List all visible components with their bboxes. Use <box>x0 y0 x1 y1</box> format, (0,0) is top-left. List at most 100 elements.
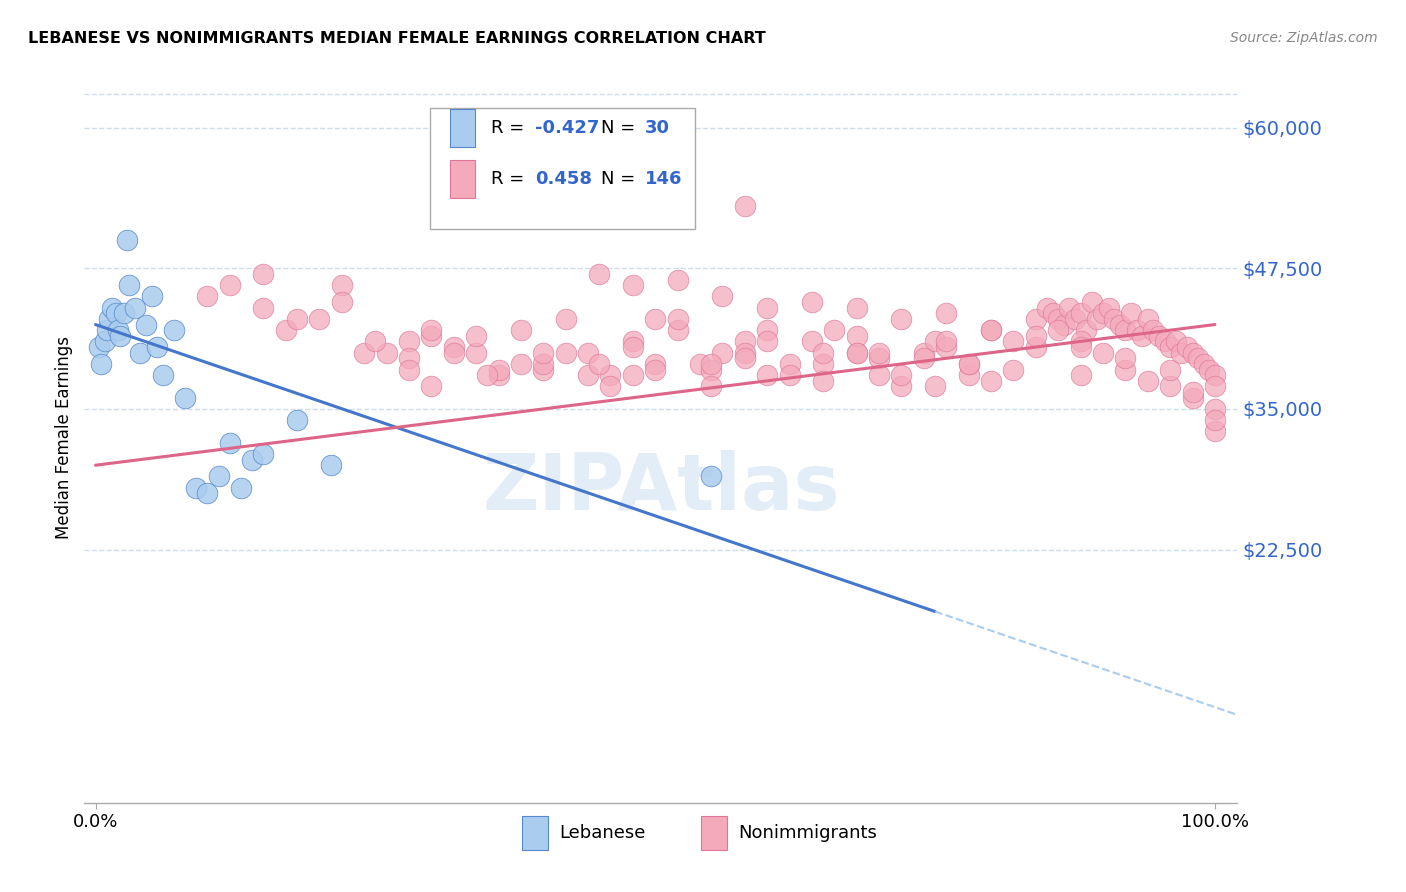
Point <box>135 318 157 332</box>
Point <box>509 323 531 337</box>
Point <box>353 345 375 359</box>
Point <box>240 452 263 467</box>
Point <box>1053 318 1076 332</box>
Point <box>1085 312 1108 326</box>
Point <box>197 289 219 303</box>
Point <box>1042 306 1064 320</box>
Point <box>488 368 510 383</box>
Point <box>186 481 208 495</box>
Point <box>1164 334 1187 349</box>
Point <box>420 328 443 343</box>
Point <box>1198 362 1220 376</box>
Point <box>957 368 980 383</box>
Point <box>779 368 801 383</box>
Point <box>890 312 912 326</box>
Point <box>700 379 723 393</box>
Point <box>1136 312 1159 326</box>
Point <box>890 368 912 383</box>
Point <box>1119 306 1142 320</box>
Point <box>554 345 576 359</box>
Point <box>756 334 779 349</box>
FancyBboxPatch shape <box>430 108 696 228</box>
Text: ZIPAtlas: ZIPAtlas <box>482 450 839 526</box>
Point <box>756 301 779 315</box>
Point <box>734 334 756 349</box>
Point <box>1114 323 1136 337</box>
Point <box>477 368 499 383</box>
Point <box>621 334 644 349</box>
Point <box>107 323 129 337</box>
Point <box>375 345 398 359</box>
Point <box>711 289 734 303</box>
Point <box>554 312 576 326</box>
Point <box>811 374 834 388</box>
Point <box>398 362 420 376</box>
Point <box>588 267 610 281</box>
Point <box>1170 345 1192 359</box>
Point <box>1181 391 1204 405</box>
Point <box>465 345 488 359</box>
Point <box>845 301 868 315</box>
Point <box>197 486 219 500</box>
Point <box>823 323 845 337</box>
Point <box>108 328 131 343</box>
Point <box>1204 425 1226 439</box>
Point <box>935 334 957 349</box>
Point <box>1070 368 1092 383</box>
Point <box>1108 318 1130 332</box>
Point <box>1002 362 1025 376</box>
FancyBboxPatch shape <box>450 109 475 146</box>
Point <box>174 391 197 405</box>
Point <box>935 306 957 320</box>
Point <box>118 278 141 293</box>
Point <box>666 323 689 337</box>
Text: LEBANESE VS NONIMMIGRANTS MEDIAN FEMALE EARNINGS CORRELATION CHART: LEBANESE VS NONIMMIGRANTS MEDIAN FEMALE … <box>28 31 766 46</box>
Point <box>621 368 644 383</box>
Point <box>330 278 353 293</box>
Point <box>488 362 510 376</box>
Point <box>734 199 756 213</box>
Point <box>531 362 554 376</box>
Point <box>924 334 946 349</box>
Point <box>700 469 723 483</box>
Point <box>800 334 823 349</box>
Point <box>957 357 980 371</box>
Point <box>779 357 801 371</box>
Text: 30: 30 <box>645 119 669 136</box>
Point <box>1142 323 1164 337</box>
Point <box>1047 312 1070 326</box>
Point <box>621 340 644 354</box>
Point <box>87 340 110 354</box>
Point <box>531 345 554 359</box>
Point <box>811 357 834 371</box>
Point <box>868 368 890 383</box>
Point <box>1002 334 1025 349</box>
Point <box>644 357 666 371</box>
Point <box>1187 351 1209 366</box>
Point <box>599 379 621 393</box>
Point <box>734 345 756 359</box>
FancyBboxPatch shape <box>702 816 727 850</box>
Point <box>1081 295 1104 310</box>
Point <box>93 334 115 349</box>
Point <box>1059 301 1081 315</box>
Point <box>1181 385 1204 400</box>
Point <box>700 357 723 371</box>
Point <box>98 312 121 326</box>
Point <box>980 323 1002 337</box>
Point <box>599 368 621 383</box>
Point <box>443 345 465 359</box>
Point <box>1114 362 1136 376</box>
Point <box>124 301 146 315</box>
Point <box>689 357 711 371</box>
Point <box>129 345 152 359</box>
Point <box>845 328 868 343</box>
Point <box>398 334 420 349</box>
Point <box>101 301 124 315</box>
Text: -0.427: -0.427 <box>536 119 599 136</box>
Point <box>96 323 118 337</box>
Point <box>1070 306 1092 320</box>
Point <box>890 379 912 393</box>
Text: Lebanese: Lebanese <box>560 824 645 842</box>
Point <box>285 413 308 427</box>
